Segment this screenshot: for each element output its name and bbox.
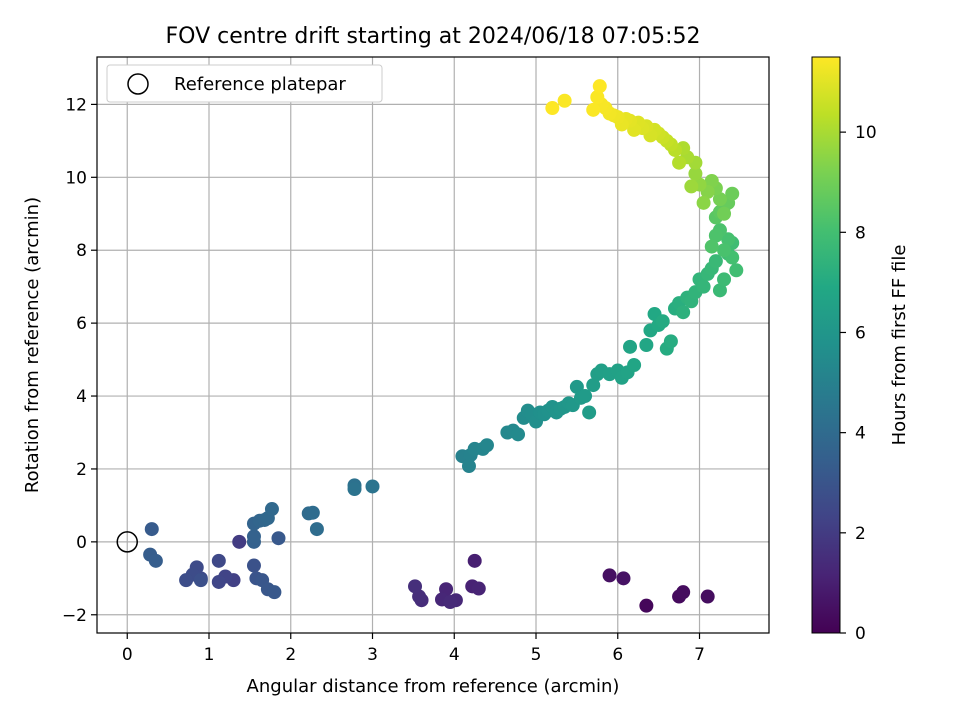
- data-point: [684, 179, 699, 194]
- data-point: [545, 101, 560, 116]
- data-point: [590, 90, 605, 105]
- chart-title: FOV centre drift starting at 2024/06/18 …: [166, 24, 701, 49]
- data-point: [708, 228, 723, 243]
- x-tick-label: 4: [449, 645, 460, 665]
- data-point: [211, 553, 226, 568]
- data-point: [708, 254, 723, 269]
- y-tick-label: 6: [76, 314, 87, 334]
- colorbar-tick-label: 2: [855, 524, 866, 544]
- x-tick-label: 5: [531, 645, 542, 665]
- data-point: [193, 573, 208, 588]
- data-point: [592, 79, 607, 94]
- data-point: [696, 279, 711, 294]
- plot-frame: [96, 56, 770, 634]
- data-point: [623, 339, 638, 354]
- data-point: [729, 263, 744, 278]
- legend-marker-icon: [127, 73, 149, 95]
- data-point: [569, 379, 584, 394]
- data-point: [264, 502, 279, 517]
- data-point: [211, 574, 226, 589]
- data-point: [676, 305, 691, 320]
- y-tick-label: 2: [76, 460, 87, 480]
- x-tick-label: 3: [367, 645, 378, 665]
- data-point: [586, 102, 601, 117]
- x-ticks: 0 1 2 3 4 5 6 7: [122, 633, 705, 665]
- x-tick-label: 1: [204, 645, 215, 665]
- data-point: [309, 522, 324, 537]
- data-point: [511, 427, 526, 442]
- data-point: [639, 338, 654, 352]
- x-tick-label: 0: [122, 645, 133, 665]
- colorbar-tick-label: 6: [855, 323, 866, 343]
- colorbar-tick-label: 0: [855, 624, 866, 644]
- y-tick-label: −2: [62, 606, 87, 626]
- data-point: [696, 195, 711, 210]
- data-point: [246, 529, 261, 544]
- data-point: [461, 459, 476, 474]
- colorbar: 0 2 4 6 8 10 Hours from first FF file: [811, 56, 910, 644]
- y-tick-label: 10: [65, 168, 87, 188]
- legend: Reference platepar: [106, 64, 383, 103]
- data-point: [721, 232, 736, 247]
- colorbar-tick-label: 8: [855, 223, 866, 243]
- reference-marker: [116, 531, 138, 553]
- colorbar-gradient: [811, 56, 841, 634]
- data-point: [267, 585, 282, 600]
- data-point: [616, 571, 631, 586]
- data-point: [717, 243, 732, 258]
- points: [143, 79, 744, 613]
- data-point: [232, 534, 247, 549]
- data-point: [144, 522, 159, 537]
- data-point: [347, 482, 362, 496]
- data-point: [578, 389, 593, 404]
- colorbar-tick-label: 10: [855, 123, 877, 143]
- data-point: [688, 166, 703, 181]
- data-point: [148, 553, 163, 568]
- colorbar-ticks: 0 2 4 6 8 10: [840, 123, 877, 644]
- y-tick-label: 0: [76, 533, 87, 553]
- x-axis-label: Angular distance from reference (arcmin): [247, 676, 620, 697]
- data-point: [672, 155, 687, 170]
- y-tick-label: 8: [76, 241, 87, 261]
- legend-box: [106, 64, 383, 103]
- data-point: [467, 553, 482, 568]
- data-point: [365, 479, 380, 494]
- data-point: [408, 579, 423, 594]
- data-point: [471, 581, 486, 596]
- data-point: [704, 239, 719, 254]
- data-point: [704, 173, 719, 188]
- colorbar-tick-label: 4: [855, 424, 866, 444]
- data-point: [271, 531, 286, 546]
- data-point: [305, 505, 320, 520]
- data-point: [179, 573, 194, 588]
- data-point: [627, 358, 642, 373]
- y-tick-label: 4: [76, 387, 87, 407]
- data-point: [700, 589, 715, 604]
- x-tick-label: 6: [612, 645, 623, 665]
- y-ticks: −2 0 2 4 6 8 10 12: [62, 95, 97, 626]
- data-point: [602, 568, 617, 583]
- x-tick-label: 7: [694, 645, 705, 665]
- data-point: [712, 192, 727, 207]
- data-point: [246, 558, 261, 573]
- data-point: [443, 595, 458, 610]
- data-point: [717, 272, 732, 287]
- data-point: [655, 314, 670, 329]
- y-tick-label: 12: [65, 95, 87, 115]
- data-point: [717, 206, 732, 221]
- data-point: [479, 438, 494, 453]
- data-point: [639, 598, 654, 613]
- y-axis-label: Rotation from reference (arcmin): [22, 197, 43, 493]
- colorbar-label: Hours from first FF file: [889, 245, 910, 446]
- legend-label: Reference platepar: [174, 74, 346, 95]
- data-point: [663, 334, 678, 349]
- data-point: [676, 585, 691, 600]
- data-point: [712, 283, 727, 298]
- data-point: [725, 186, 740, 201]
- x-tick-label: 2: [285, 645, 296, 665]
- data-point: [557, 93, 572, 108]
- data-point: [586, 378, 601, 393]
- data-point: [582, 405, 597, 420]
